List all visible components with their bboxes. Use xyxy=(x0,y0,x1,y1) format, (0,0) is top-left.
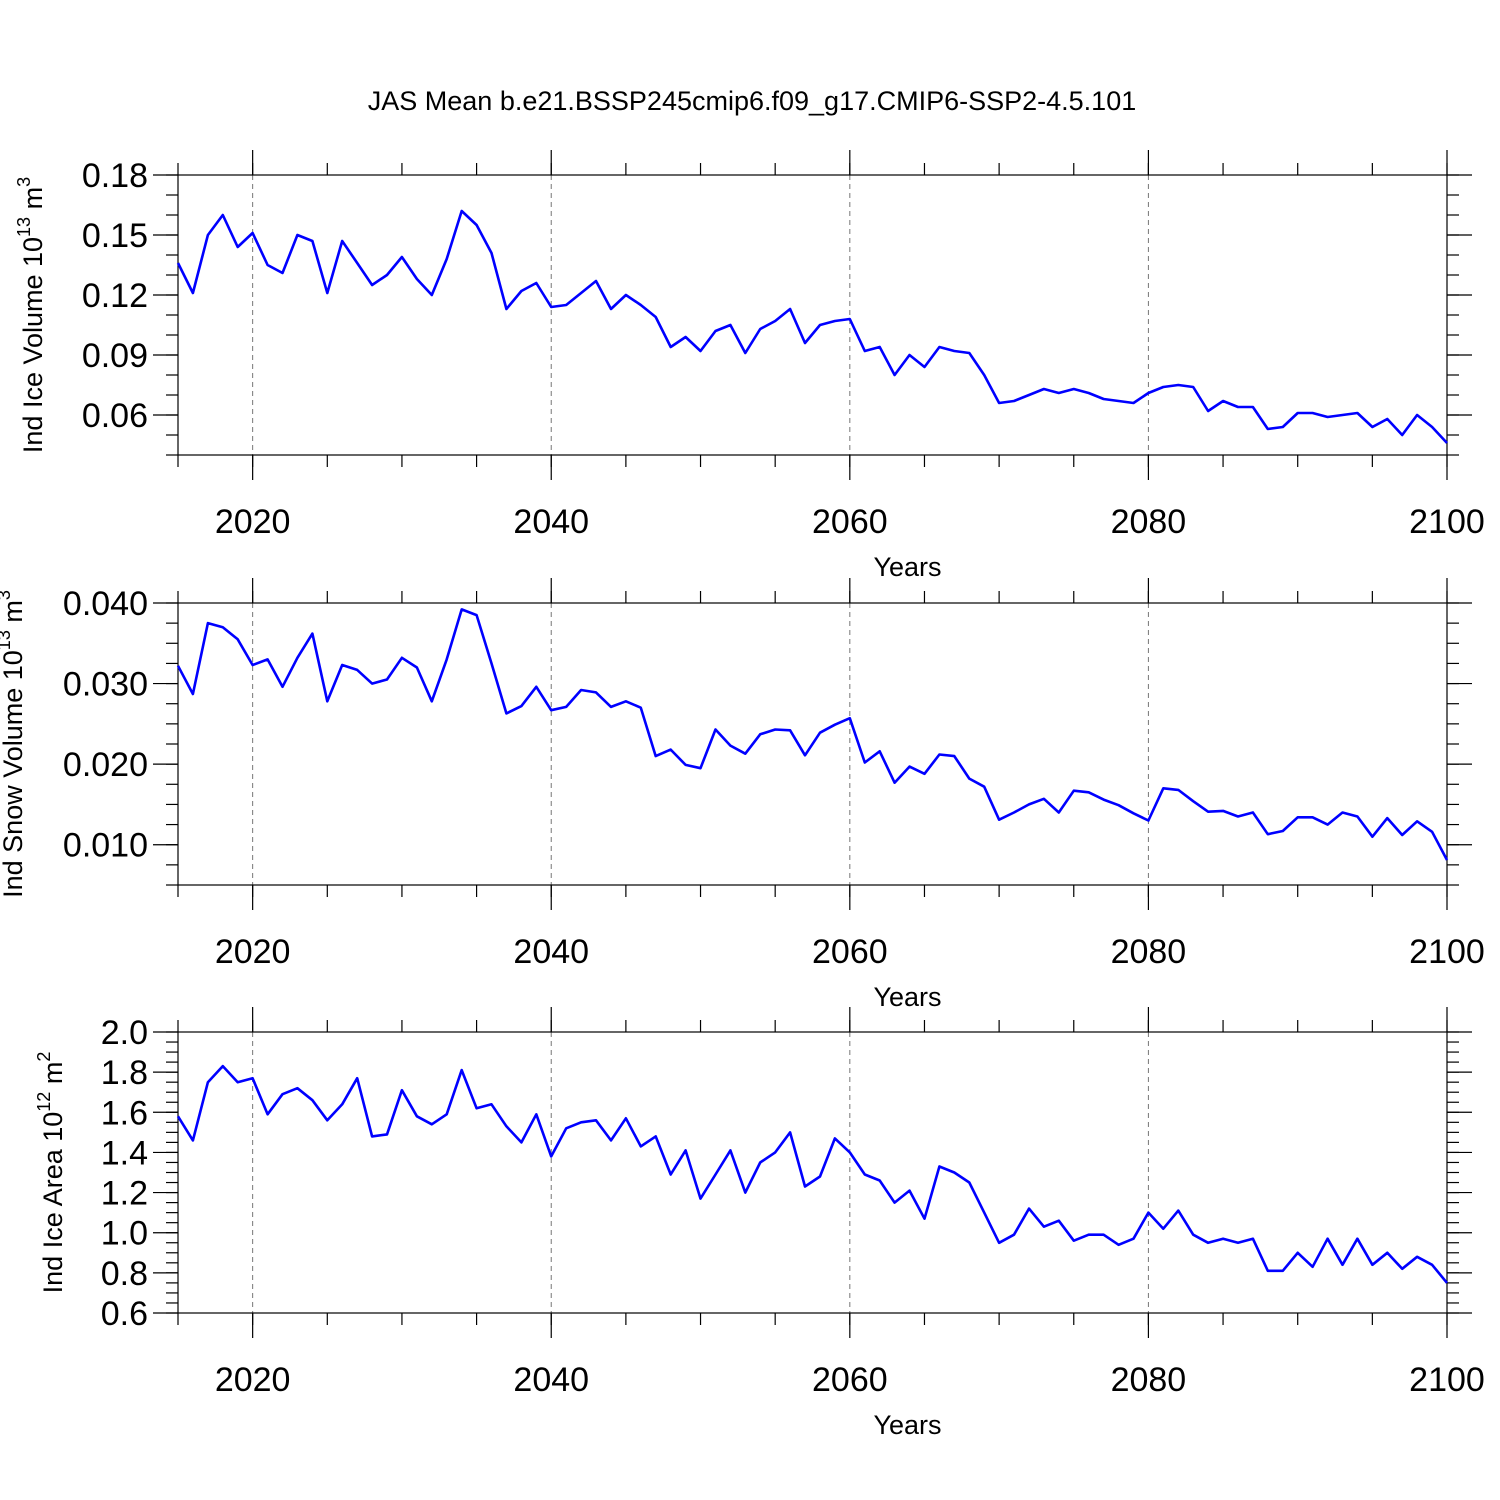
chart-panel-2: 0.010 0.020 0.030 0.040 2020 2040 2060 2080 2100… xyxy=(0,578,1485,1012)
y-axis-label-unit: m xyxy=(38,1062,68,1092)
x-tick-label: 2080 xyxy=(1111,933,1187,971)
y-axis-label: Ind Ice Volume 1013 m3 xyxy=(14,177,48,453)
y-tick-label: 0.030 xyxy=(63,666,148,704)
panels: 0.06 0.09 0.12 0.15 0.18 2020 2040 2060 2080 2100… xyxy=(0,150,1485,1440)
y-axis-label-unit-exponent: 3 xyxy=(14,177,34,187)
x-tick-label: 2060 xyxy=(812,503,888,541)
x-axis-label: Years xyxy=(873,552,941,582)
y-axis-label-exponent: 13 xyxy=(14,217,34,237)
y-axis-label-text: Ind Ice Area 10 xyxy=(38,1112,68,1294)
figure-title: JAS Mean b.e21.BSSP245cmip6.f09_g17.CMIP… xyxy=(368,86,1136,116)
y-axis-label: Ind Snow Volume 1013 m3 xyxy=(0,590,28,898)
y-tick-label: 0.09 xyxy=(82,337,148,375)
y-tick-label: 0.010 xyxy=(63,827,148,865)
y-axis-label-exponent: 12 xyxy=(34,1092,54,1112)
x-tick-label: 2040 xyxy=(513,503,589,541)
x-tick-label: 2080 xyxy=(1111,503,1187,541)
y-axis-label-text: Ind Ice Volume 10 xyxy=(18,237,48,453)
x-axis-label: Years xyxy=(873,1410,941,1440)
y-tick-label: 1.6 xyxy=(101,1094,148,1132)
y-tick-label: 0.6 xyxy=(101,1295,148,1333)
plot-frame xyxy=(177,1031,1448,1314)
x-tick-label: 2100 xyxy=(1409,933,1485,971)
x-tick-label: 2040 xyxy=(513,1361,589,1399)
x-tick-label: 2020 xyxy=(215,503,291,541)
y-tick-label: 0.8 xyxy=(101,1255,148,1293)
y-tick-label: 0.040 xyxy=(63,585,148,623)
x-tick-label: 2020 xyxy=(215,1361,291,1399)
y-tick-label: 0.06 xyxy=(82,397,148,435)
x-tick-label: 2060 xyxy=(812,933,888,971)
chart-panel-1: 0.06 0.09 0.12 0.15 0.18 2020 2040 2060 2080 2100… xyxy=(14,150,1485,582)
y-tick-label: 0.12 xyxy=(82,277,148,315)
y-axis-label-unit-exponent: 3 xyxy=(0,590,14,600)
x-tick-label: 2080 xyxy=(1111,1361,1187,1399)
chart-panel-3: 0.60.81.01.21.41.61.82.0 2020 2040 2060 2080… xyxy=(34,1007,1485,1440)
y-axis-label-text: Ind Snow Volume 10 xyxy=(0,650,28,898)
series-line xyxy=(176,209,1448,444)
y-axis-label-unit: m xyxy=(18,187,48,217)
y-tick-label: 0.18 xyxy=(82,157,148,195)
series-line xyxy=(176,1064,1449,1284)
series-line xyxy=(176,608,1449,861)
x-tick-label: 2100 xyxy=(1409,1361,1485,1399)
y-tick-label: 1.8 xyxy=(101,1054,148,1092)
x-tick-label: 2100 xyxy=(1409,503,1485,541)
y-tick-label: 1.4 xyxy=(101,1134,148,1172)
y-tick-label: 0.020 xyxy=(63,746,148,784)
x-tick-label: 2020 xyxy=(215,933,291,971)
y-axis-label-unit-exponent: 2 xyxy=(34,1052,54,1062)
y-tick-label: 1.2 xyxy=(101,1175,148,1213)
y-axis-label-unit: m xyxy=(0,600,28,630)
x-tick-label: 2060 xyxy=(812,1361,888,1399)
x-axis-label: Years xyxy=(873,982,941,1012)
x-tick-label: 2040 xyxy=(513,933,589,971)
y-axis-label-exponent: 13 xyxy=(0,630,14,650)
y-axis-label: Ind Ice Area 1012 m2 xyxy=(34,1052,68,1294)
y-tick-label: 1.0 xyxy=(101,1215,148,1253)
y-tick-label: 0.15 xyxy=(82,217,148,255)
y-tick-label: 2.0 xyxy=(101,1014,148,1052)
